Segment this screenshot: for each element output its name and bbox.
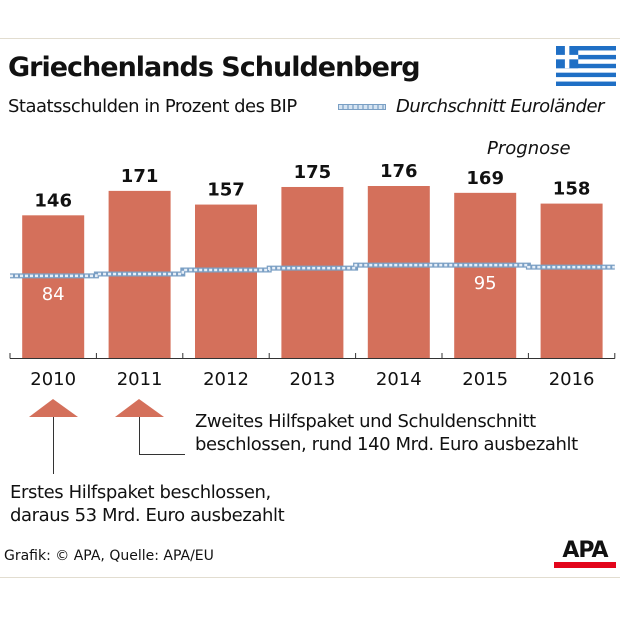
legend: Durchschnitt Euroländer xyxy=(338,96,604,117)
apa-logo: APA xyxy=(554,540,616,568)
annotation-first-line1: Erstes Hilfspaket beschlossen, xyxy=(10,482,271,503)
annotation-first-package: Erstes Hilfspaket beschlossen, daraus 53… xyxy=(10,481,285,527)
legend-label-average: Durchschnitt Euroländer xyxy=(396,96,604,117)
average-line xyxy=(10,263,615,278)
leader-line-2011 xyxy=(139,417,185,455)
annotation-first-line2: daraus 53 Mrd. Euro ausbezahlt xyxy=(10,505,285,526)
bar-value-label-2011: 171 xyxy=(121,166,159,187)
top-divider xyxy=(0,38,620,39)
legend-swatch-average xyxy=(338,103,386,110)
bar-value-label-2013: 175 xyxy=(294,162,332,183)
chart-subtitle: Staatsschulden in Prozent des BIP xyxy=(8,96,297,117)
bar-value-label-2012: 157 xyxy=(207,180,245,201)
bar-value-label-2010: 146 xyxy=(34,190,72,211)
bar-2013 xyxy=(281,186,344,358)
marker-2010-icon xyxy=(29,399,78,417)
forecast-label: Prognose xyxy=(487,138,571,159)
apa-logo-text: APA xyxy=(562,538,608,563)
x-tick-label-2014: 2014 xyxy=(376,369,422,390)
apa-logo-bar xyxy=(554,562,616,568)
annotation-second-line1: Zweites Hilfspaket und Schuldenschnitt xyxy=(195,411,536,432)
x-tick-label-2011: 2011 xyxy=(117,369,163,390)
chart-title: Griechenlands Schuldenberg xyxy=(8,52,421,83)
bar-value-label-2015: 169 xyxy=(466,168,504,189)
x-tick-label-2016: 2016 xyxy=(549,369,595,390)
x-tick-label-2015: 2015 xyxy=(462,369,508,390)
average-value-label-2015: 95 xyxy=(474,273,497,294)
bar-value-label-2016: 158 xyxy=(553,179,591,200)
source-credit: Grafik: © APA, Quelle: APA/EU xyxy=(4,548,214,564)
bar-value-label-2014: 176 xyxy=(380,161,418,182)
bottom-divider xyxy=(0,577,620,578)
x-tick-label-2012: 2012 xyxy=(203,369,249,390)
marker-2011-icon xyxy=(115,399,164,417)
bar-2014 xyxy=(367,186,430,358)
bar-2015 xyxy=(454,192,517,358)
x-tick-label-2013: 2013 xyxy=(289,369,335,390)
annotation-second-line2: beschlossen, rund 140 Mrd. Euro ausbezah… xyxy=(195,434,578,455)
x-tick-label-2010: 2010 xyxy=(30,369,76,390)
bar-2010 xyxy=(22,215,85,358)
bar-2016 xyxy=(540,203,603,358)
bar-2012 xyxy=(195,204,257,358)
greek-flag-icon xyxy=(556,46,616,86)
annotation-second-package: Zweites Hilfspaket und Schuldenschnitt b… xyxy=(195,410,578,456)
average-value-label-2010: 84 xyxy=(42,284,65,305)
